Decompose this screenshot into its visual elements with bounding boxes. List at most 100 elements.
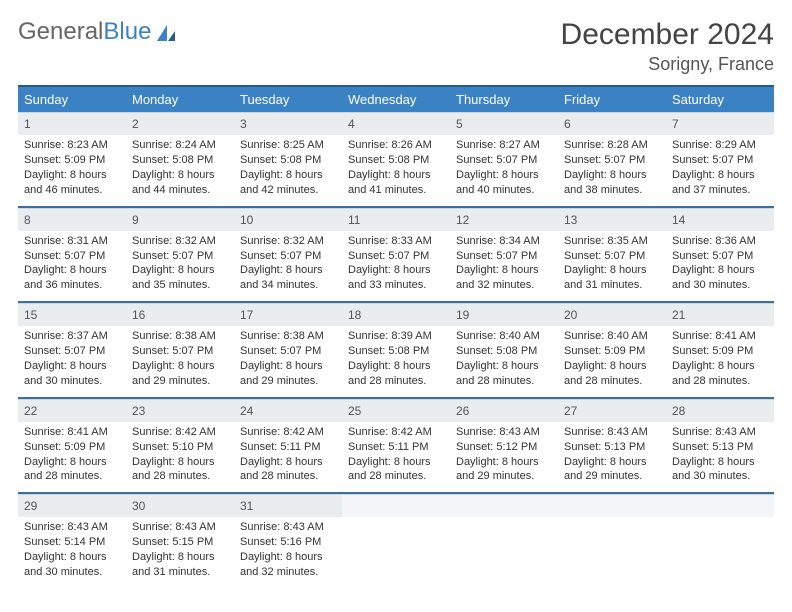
daylight-text: Daylight: 8 hours <box>456 359 552 374</box>
daylight-text: Daylight: 8 hours <box>672 359 768 374</box>
sunset-text: Sunset: 5:13 PM <box>564 440 660 455</box>
calendar-week: 29Sunrise: 8:43 AMSunset: 5:14 PMDayligh… <box>18 493 774 588</box>
day-number: 8 <box>18 208 126 231</box>
daylight-text: and 32 minutes. <box>240 565 336 580</box>
daylight-text: and 28 minutes. <box>348 374 444 389</box>
daylight-text: and 33 minutes. <box>348 278 444 293</box>
calendar-week: 1Sunrise: 8:23 AMSunset: 5:09 PMDaylight… <box>18 112 774 207</box>
sunrise-text: Sunrise: 8:34 AM <box>456 234 552 249</box>
calendar-day: 8Sunrise: 8:31 AMSunset: 5:07 PMDaylight… <box>18 207 126 303</box>
daylight-text: Daylight: 8 hours <box>348 455 444 470</box>
sunset-text: Sunset: 5:07 PM <box>240 249 336 264</box>
day-number: 18 <box>342 303 450 326</box>
sunrise-text: Sunrise: 8:42 AM <box>132 425 228 440</box>
daylight-text: Daylight: 8 hours <box>132 359 228 374</box>
day-number: 21 <box>666 303 774 326</box>
daylight-text: and 32 minutes. <box>456 278 552 293</box>
sunset-text: Sunset: 5:12 PM <box>456 440 552 455</box>
calendar-day: 26Sunrise: 8:43 AMSunset: 5:12 PMDayligh… <box>450 398 558 494</box>
daylight-text: Daylight: 8 hours <box>564 263 660 278</box>
calendar-day: 17Sunrise: 8:38 AMSunset: 5:07 PMDayligh… <box>234 302 342 398</box>
daylight-text: and 37 minutes. <box>672 183 768 198</box>
day-number: 13 <box>558 208 666 231</box>
daylight-text: Daylight: 8 hours <box>240 359 336 374</box>
weekday-header: Saturday <box>666 86 774 112</box>
sunset-text: Sunset: 5:16 PM <box>240 535 336 550</box>
daylight-text: and 42 minutes. <box>240 183 336 198</box>
calendar-body: 1Sunrise: 8:23 AMSunset: 5:09 PMDaylight… <box>18 112 774 588</box>
sunset-text: Sunset: 5:11 PM <box>240 440 336 455</box>
sunrise-text: Sunrise: 8:24 AM <box>132 138 228 153</box>
sunrise-text: Sunrise: 8:33 AM <box>348 234 444 249</box>
daylight-text: Daylight: 8 hours <box>672 263 768 278</box>
weekday-header: Tuesday <box>234 86 342 112</box>
day-number: 14 <box>666 208 774 231</box>
calendar-day <box>450 493 558 588</box>
weekday-header: Thursday <box>450 86 558 112</box>
calendar-day: 7Sunrise: 8:29 AMSunset: 5:07 PMDaylight… <box>666 112 774 207</box>
calendar-day: 24Sunrise: 8:42 AMSunset: 5:11 PMDayligh… <box>234 398 342 494</box>
daylight-text: and 30 minutes. <box>672 278 768 293</box>
calendar-day: 10Sunrise: 8:32 AMSunset: 5:07 PMDayligh… <box>234 207 342 303</box>
calendar-day: 19Sunrise: 8:40 AMSunset: 5:08 PMDayligh… <box>450 302 558 398</box>
sunset-text: Sunset: 5:11 PM <box>348 440 444 455</box>
sunset-text: Sunset: 5:09 PM <box>672 344 768 359</box>
day-number: 7 <box>666 112 774 135</box>
calendar-day: 9Sunrise: 8:32 AMSunset: 5:07 PMDaylight… <box>126 207 234 303</box>
day-number: 15 <box>18 303 126 326</box>
calendar-day: 2Sunrise: 8:24 AMSunset: 5:08 PMDaylight… <box>126 112 234 207</box>
day-number: 17 <box>234 303 342 326</box>
sunset-text: Sunset: 5:07 PM <box>564 153 660 168</box>
sunset-text: Sunset: 5:07 PM <box>672 249 768 264</box>
sunrise-text: Sunrise: 8:25 AM <box>240 138 336 153</box>
sunrise-text: Sunrise: 8:29 AM <box>672 138 768 153</box>
location-text: Sorigny, France <box>561 54 774 75</box>
day-number: 31 <box>234 494 342 517</box>
calendar-day: 21Sunrise: 8:41 AMSunset: 5:09 PMDayligh… <box>666 302 774 398</box>
sunset-text: Sunset: 5:14 PM <box>24 535 120 550</box>
daylight-text: and 30 minutes. <box>24 565 120 580</box>
daylight-text: and 28 minutes. <box>132 469 228 484</box>
sunrise-text: Sunrise: 8:36 AM <box>672 234 768 249</box>
daylight-text: Daylight: 8 hours <box>564 168 660 183</box>
calendar-day: 28Sunrise: 8:43 AMSunset: 5:13 PMDayligh… <box>666 398 774 494</box>
calendar-day: 4Sunrise: 8:26 AMSunset: 5:08 PMDaylight… <box>342 112 450 207</box>
sunrise-text: Sunrise: 8:38 AM <box>240 329 336 344</box>
daylight-text: Daylight: 8 hours <box>456 455 552 470</box>
calendar-day: 16Sunrise: 8:38 AMSunset: 5:07 PMDayligh… <box>126 302 234 398</box>
daylight-text: Daylight: 8 hours <box>24 168 120 183</box>
day-number: 6 <box>558 112 666 135</box>
sunrise-text: Sunrise: 8:32 AM <box>240 234 336 249</box>
sunrise-text: Sunrise: 8:38 AM <box>132 329 228 344</box>
daylight-text: and 34 minutes. <box>240 278 336 293</box>
day-number: 23 <box>126 399 234 422</box>
sunrise-text: Sunrise: 8:43 AM <box>672 425 768 440</box>
sunset-text: Sunset: 5:07 PM <box>132 344 228 359</box>
title-block: December 2024 Sorigny, France <box>561 18 774 75</box>
sunset-text: Sunset: 5:07 PM <box>456 249 552 264</box>
daylight-text: Daylight: 8 hours <box>240 168 336 183</box>
sunset-text: Sunset: 5:08 PM <box>456 344 552 359</box>
calendar-head: SundayMondayTuesdayWednesdayThursdayFrid… <box>18 86 774 112</box>
sunrise-text: Sunrise: 8:32 AM <box>132 234 228 249</box>
daylight-text: and 30 minutes. <box>672 469 768 484</box>
daylight-text: and 41 minutes. <box>348 183 444 198</box>
sunrise-text: Sunrise: 8:42 AM <box>240 425 336 440</box>
calendar-day: 20Sunrise: 8:40 AMSunset: 5:09 PMDayligh… <box>558 302 666 398</box>
daylight-text: and 28 minutes. <box>564 374 660 389</box>
sunset-text: Sunset: 5:08 PM <box>240 153 336 168</box>
day-number: 10 <box>234 208 342 231</box>
calendar-day <box>666 493 774 588</box>
sunrise-text: Sunrise: 8:41 AM <box>24 425 120 440</box>
sunset-text: Sunset: 5:07 PM <box>672 153 768 168</box>
calendar-day: 27Sunrise: 8:43 AMSunset: 5:13 PMDayligh… <box>558 398 666 494</box>
day-number <box>666 494 774 517</box>
daylight-text: Daylight: 8 hours <box>240 550 336 565</box>
daylight-text: Daylight: 8 hours <box>132 263 228 278</box>
sunrise-text: Sunrise: 8:42 AM <box>348 425 444 440</box>
sunset-text: Sunset: 5:09 PM <box>564 344 660 359</box>
calendar-day: 22Sunrise: 8:41 AMSunset: 5:09 PMDayligh… <box>18 398 126 494</box>
calendar-day: 12Sunrise: 8:34 AMSunset: 5:07 PMDayligh… <box>450 207 558 303</box>
daylight-text: and 29 minutes. <box>456 469 552 484</box>
calendar-day: 31Sunrise: 8:43 AMSunset: 5:16 PMDayligh… <box>234 493 342 588</box>
